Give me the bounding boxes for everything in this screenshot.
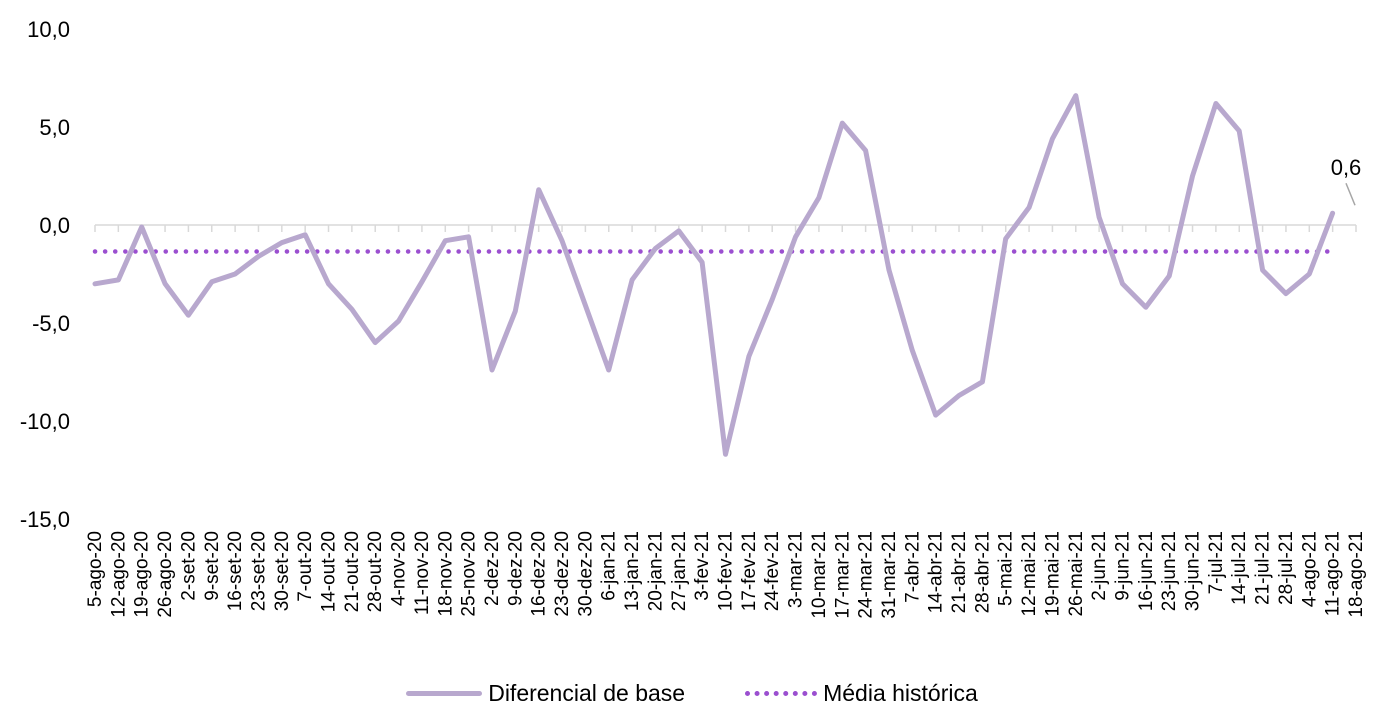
x-tick-label: 31-mar-21 xyxy=(879,531,900,619)
y-tick-label: 5,0 xyxy=(39,115,70,140)
y-tick-label: -10,0 xyxy=(20,409,70,434)
x-tick-label: 30-dez-20 xyxy=(575,531,596,617)
x-tick-label: 26-ago-20 xyxy=(155,531,176,618)
x-tick-label: 23-dez-20 xyxy=(552,531,573,617)
x-tick-label: 17-mar-21 xyxy=(832,531,853,619)
x-tick-label: 23-set-20 xyxy=(248,531,269,611)
x-tick-label: 7-abr-21 xyxy=(902,531,923,603)
legend-swatch-dotted xyxy=(745,690,818,696)
y-tick-label: 0,0 xyxy=(39,213,70,238)
x-tick-label: 25-nov-20 xyxy=(459,531,480,617)
x-tick-label: 26-mai-21 xyxy=(1066,531,1087,617)
x-tick-label: 12-ago-20 xyxy=(108,531,129,618)
x-tick-label: 30-jun-21 xyxy=(1183,531,1204,611)
x-tick-label: 2-set-20 xyxy=(178,531,199,601)
x-tick-label: 17-fev-21 xyxy=(739,531,760,611)
legend-item-diferencial: Diferencial de base xyxy=(406,680,685,707)
x-tick-label: 3-fev-21 xyxy=(692,531,713,601)
x-axis-ticks: 5-ago-20 12-ago-20 19-ago-20 26-ago-20 2-set… xyxy=(85,531,1367,619)
x-tick-label: 27-jan-21 xyxy=(669,531,690,611)
x-tick-label: 21-out-20 xyxy=(342,531,363,612)
x-tick-label: 2-jun-21 xyxy=(1089,531,1110,601)
y-tick-label: 10,0 xyxy=(27,17,70,42)
x-tick-label: 10-fev-21 xyxy=(716,531,737,611)
x-tick-label: 4-nov-20 xyxy=(389,531,410,606)
x-tick-label: 23-jun-21 xyxy=(1159,531,1180,611)
x-tick-label: 24-fev-21 xyxy=(762,531,783,611)
x-tick-label: 14-jul-21 xyxy=(1229,531,1250,605)
legend: Diferencial de base Média histórica xyxy=(0,678,1384,708)
legend-label: Média histórica xyxy=(823,679,978,706)
x-tick-label: 19-ago-20 xyxy=(132,531,153,618)
y-axis-ticks: 10,0 5,0 0,0 -5,0 -10,0 -15,0 xyxy=(20,17,70,532)
series-line-diferencial-de-base xyxy=(92,93,1336,457)
x-tick-label: 12-mai-21 xyxy=(1019,531,1040,617)
x-tick-label: 16-set-20 xyxy=(225,531,246,611)
x-tick-label: 30-set-20 xyxy=(272,531,293,611)
x-tick-label: 14-abr-21 xyxy=(926,531,947,613)
annotation-layer: 0,6 xyxy=(1331,155,1362,206)
legend-label: Diferencial de base xyxy=(488,679,686,706)
series-layer xyxy=(92,93,1336,457)
x-tick-label: 19-mai-21 xyxy=(1042,531,1063,617)
x-tick-label: 9-dez-20 xyxy=(505,531,526,606)
x-tick-label: 9-set-20 xyxy=(202,531,223,601)
x-tick-label: 28-jul-21 xyxy=(1276,531,1297,605)
x-tick-label: 13-jan-21 xyxy=(622,531,643,611)
x-tick-label: 21-abr-21 xyxy=(949,531,970,613)
y-tick-label: -5,0 xyxy=(32,311,70,336)
legend-item-media: Média histórica xyxy=(745,680,978,707)
x-tick-label: 21-jul-21 xyxy=(1253,531,1274,605)
y-tick-label: -15,0 xyxy=(20,507,70,532)
x-tick-label: 28-out-20 xyxy=(365,531,386,612)
x-axis xyxy=(94,224,1357,232)
data-label: 0,6 xyxy=(1331,155,1362,180)
x-tick-label: 7-out-20 xyxy=(295,531,316,602)
x-tick-label: 18-nov-20 xyxy=(435,531,456,617)
data-label-leader xyxy=(1345,182,1356,206)
x-tick-label: 16-jun-21 xyxy=(1136,531,1157,611)
x-tick-label: 5-mai-21 xyxy=(996,531,1017,606)
x-tick-label: 7-jul-21 xyxy=(1206,531,1227,594)
x-tick-label: 18-ago-21 xyxy=(1346,531,1367,618)
x-tick-label: 5-ago-20 xyxy=(85,531,106,607)
x-tick-label: 28-abr-21 xyxy=(972,531,993,613)
x-tick-label: 4-ago-21 xyxy=(1299,531,1320,607)
legend-swatch-solid xyxy=(406,690,483,696)
x-tick-label: 10-mar-21 xyxy=(809,531,830,619)
x-tick-label: 14-out-20 xyxy=(319,531,340,612)
x-tick-label: 2-dez-20 xyxy=(482,531,503,606)
x-tick-label: 16-dez-20 xyxy=(529,531,550,617)
x-tick-label: 11-nov-20 xyxy=(412,531,433,615)
x-tick-label: 9-jun-21 xyxy=(1112,531,1133,601)
x-tick-label: 6-jan-21 xyxy=(599,531,620,601)
x-tick-label: 24-mar-21 xyxy=(856,531,877,619)
x-tick-label: 11-ago-21 xyxy=(1323,531,1344,616)
x-tick-label: 20-jan-21 xyxy=(645,531,666,611)
x-tick-label: 3-mar-21 xyxy=(786,531,807,608)
